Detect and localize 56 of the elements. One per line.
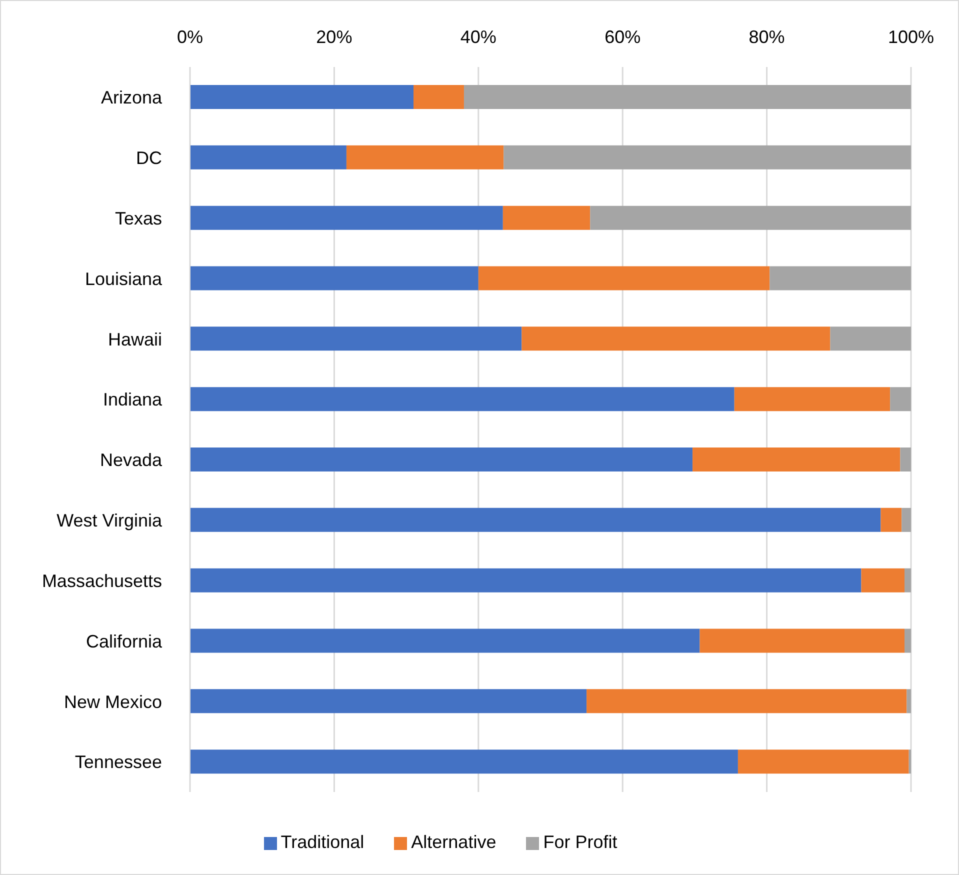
bar (861, 568, 905, 592)
bar (190, 568, 862, 592)
legend-label: Traditional (280, 832, 364, 852)
y-tick-label: Hawaii (108, 329, 162, 350)
bar (478, 266, 770, 290)
bar (880, 508, 902, 532)
bar (190, 85, 414, 109)
bar (770, 266, 911, 290)
bar (346, 145, 504, 170)
bar (190, 508, 881, 532)
bar (906, 689, 911, 714)
x-tick-label: 60% (604, 27, 641, 47)
bar (902, 508, 911, 532)
y-tick-label: Nevada (100, 450, 163, 470)
y-tick-label: DC (136, 148, 162, 168)
y-tick-label: New Mexico (64, 692, 162, 712)
x-tick-label: 80% (748, 27, 785, 47)
bar (190, 750, 738, 774)
bar (190, 387, 734, 412)
bar (738, 750, 909, 774)
x-tick-label: 100% (888, 27, 934, 47)
bar (190, 689, 587, 714)
bar (190, 145, 346, 170)
y-tick-label: West Virginia (56, 510, 163, 531)
bar (414, 85, 464, 109)
y-tick-label: Louisiana (84, 268, 163, 289)
bar (190, 206, 503, 230)
y-tick-label: Indiana (102, 390, 163, 410)
bar (190, 628, 700, 653)
x-tick-label: 40% (460, 27, 496, 47)
y-tick-label: Texas (114, 208, 162, 228)
bar (904, 628, 911, 653)
bar (586, 689, 907, 714)
y-tick-label: Massachusetts (42, 570, 162, 591)
legend-label: Alternative (411, 832, 496, 852)
bar (692, 448, 900, 472)
bar (504, 145, 911, 170)
y-tick-label: Tennessee (74, 752, 162, 772)
bar (830, 326, 911, 351)
bar (522, 326, 830, 351)
y-tick-label: Arizona (100, 88, 163, 108)
bar (502, 206, 590, 230)
bar (700, 628, 905, 653)
bar (890, 387, 911, 412)
x-tick-label: 0% (176, 27, 204, 47)
bar (904, 568, 911, 592)
bar (590, 206, 911, 230)
bar (190, 266, 478, 290)
bar (900, 448, 911, 472)
bar (464, 85, 911, 109)
x-tick-label: 20% (316, 27, 352, 47)
bar (734, 387, 890, 412)
bar (190, 326, 522, 351)
legend-label: For Profit (543, 832, 618, 852)
y-tick-label: California (86, 631, 163, 652)
bar (190, 448, 693, 472)
